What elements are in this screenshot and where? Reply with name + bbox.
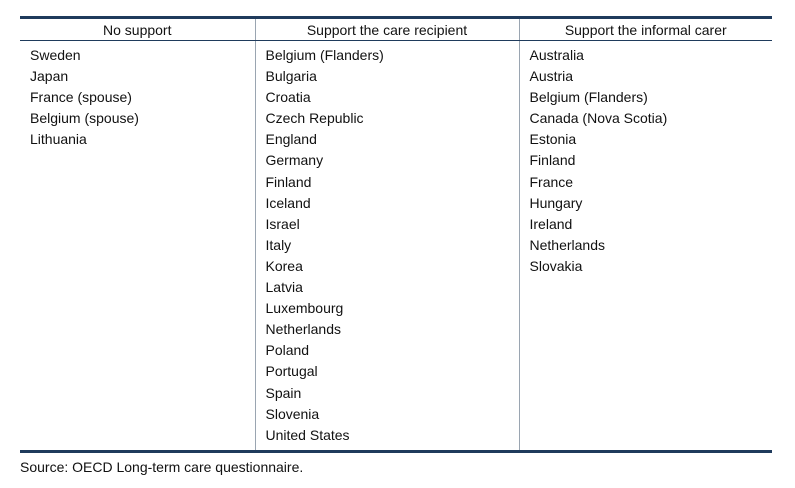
list-item: Slovenia bbox=[265, 405, 320, 422]
list-item: Czech Republic bbox=[265, 110, 364, 127]
column-support-care-recipient: Belgium (Flanders) Bulgaria Croatia Czech R… bbox=[254, 40, 519, 453]
list-item: Belgium (Flanders) bbox=[529, 89, 648, 106]
list-item: Iceland bbox=[265, 194, 311, 211]
list-item: Finland bbox=[265, 173, 312, 190]
header-support-informal-carer: Support the informal carer bbox=[518, 16, 772, 41]
list-item: Japan bbox=[30, 68, 69, 85]
list-item: France bbox=[529, 173, 574, 190]
list-item: Bulgaria bbox=[265, 68, 317, 85]
support-table: No support Support the care recipient Su… bbox=[20, 16, 772, 453]
list-item: Spain bbox=[265, 384, 302, 401]
column-support-informal-carer: Australia Austria Belgium (Flanders) Canada… bbox=[518, 40, 773, 453]
list-item: Italy bbox=[265, 236, 292, 253]
list-item: Estonia bbox=[529, 131, 577, 148]
list-item: Hungary bbox=[529, 194, 583, 211]
list-item: Israel bbox=[265, 215, 300, 232]
list-item: Germany bbox=[265, 152, 324, 169]
header-no-support: No support bbox=[20, 16, 255, 41]
body-row: Sweden Japan France (spouse) Belgium (spous… bbox=[20, 40, 773, 453]
support-table-container: No support Support the care recipient Su… bbox=[20, 16, 772, 453]
list-item: Belgium (Flanders) bbox=[265, 47, 384, 63]
list-item: Netherlands bbox=[265, 321, 342, 338]
list-item: Latvia bbox=[265, 279, 303, 296]
list-support-care-recipient: Belgium (Flanders) Bulgaria Croatia Czech R… bbox=[256, 41, 519, 446]
list-item: Lithuania bbox=[30, 131, 87, 148]
list-item: Portugal bbox=[265, 363, 318, 380]
column-no-support: Sweden Japan France (spouse) Belgium (spous… bbox=[20, 40, 255, 453]
list-item: Canada (Nova Scotia) bbox=[529, 110, 668, 127]
list-item: Australia bbox=[529, 47, 584, 63]
list-item: Belgium (spouse) bbox=[30, 110, 139, 127]
list-item: Croatia bbox=[265, 89, 311, 106]
list-item: Ireland bbox=[529, 215, 573, 232]
source-note: Source: OECD Long-term care questionnair… bbox=[20, 459, 304, 475]
list-item: Slovakia bbox=[529, 257, 583, 274]
header-support-care-recipient: Support the care recipient bbox=[254, 16, 519, 41]
list-item: United States bbox=[265, 426, 350, 443]
header-row: No support Support the care recipient Su… bbox=[20, 16, 772, 41]
list-item: Luxembourg bbox=[265, 300, 344, 317]
list-item: Sweden bbox=[30, 47, 81, 63]
list-item: Korea bbox=[265, 257, 303, 274]
list-item: Poland bbox=[265, 342, 310, 359]
list-item: France (spouse) bbox=[30, 89, 132, 106]
list-no-support: Sweden Japan France (spouse) Belgium (spous… bbox=[20, 41, 255, 150]
list-item: England bbox=[265, 131, 317, 148]
list-item: Netherlands bbox=[529, 236, 606, 253]
list-item: Finland bbox=[529, 152, 576, 169]
list-support-informal-carer: Australia Austria Belgium (Flanders) Canada… bbox=[520, 41, 773, 277]
list-item: Austria bbox=[529, 68, 574, 85]
